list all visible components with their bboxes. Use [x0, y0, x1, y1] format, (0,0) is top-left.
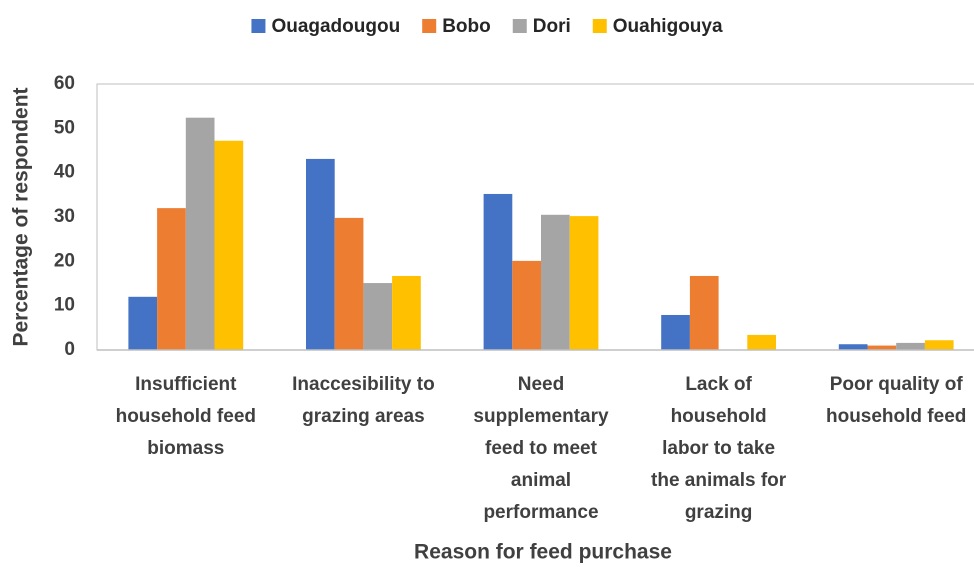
bar	[363, 283, 393, 350]
x-axis-title: Reason for feed purchase	[414, 541, 672, 564]
bar	[483, 193, 513, 350]
x-tick-label: Lack of household labor to take the animals…	[651, 374, 787, 523]
legend: Ouagadougou Bobo Dori Ouahigouya	[251, 16, 723, 37]
y-tick-label: 0	[64, 339, 75, 360]
y-tick-label: 20	[54, 250, 75, 271]
legend-swatch	[251, 19, 266, 33]
bar	[689, 275, 719, 350]
y-axis-title: Percentage of respondent	[10, 87, 33, 346]
legend-swatch	[422, 19, 437, 33]
legend-swatch	[512, 19, 527, 33]
bar	[334, 217, 364, 350]
bar	[214, 140, 244, 350]
bar	[867, 345, 897, 350]
legend-label: Ouahigouya	[613, 16, 723, 37]
bar	[747, 334, 776, 350]
x-tick-label: Insufficient household feed biomass	[116, 374, 256, 459]
bar	[924, 340, 954, 350]
y-tick-label: 40	[54, 162, 75, 183]
bar	[896, 342, 925, 350]
y-tick-label: 60	[54, 73, 75, 94]
bar	[512, 260, 541, 350]
legend-label: Bobo	[442, 16, 491, 37]
x-tick-label: Need supplementary feed to meet animal perfo…	[473, 374, 609, 523]
bar	[569, 216, 599, 350]
bar	[306, 158, 335, 350]
bar	[392, 275, 421, 350]
y-tick-label: 30	[54, 206, 75, 227]
legend-label: Dori	[533, 16, 571, 37]
legend-label: Ouagadougou	[271, 16, 400, 37]
x-tick-label: Poor quality of household feed	[826, 374, 966, 427]
y-tick-label: 10	[54, 295, 75, 316]
bar	[185, 117, 215, 351]
bar	[128, 296, 158, 350]
legend-swatch	[592, 19, 607, 33]
bar	[838, 344, 868, 350]
bar	[157, 208, 186, 350]
x-tick-label: Inaccesibility to grazing areas	[292, 374, 435, 427]
y-tick-label: 50	[54, 117, 75, 138]
bar	[661, 314, 690, 350]
bar	[541, 214, 570, 350]
